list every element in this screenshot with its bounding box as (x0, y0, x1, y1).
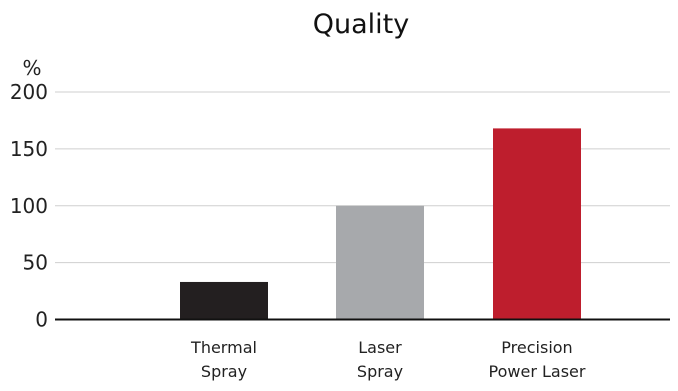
y-tick-label: 100 (10, 194, 48, 218)
bar (336, 205, 424, 320)
bar (180, 281, 268, 320)
x-category-label-line: Laser (358, 338, 402, 357)
y-tick-label: 150 (10, 137, 48, 161)
x-category-labels: Thermal Spray Laser Spray Precision Power Las… (190, 338, 586, 381)
y-tick-labels: 0 50 100 150 200 (10, 80, 48, 332)
x-category-label-line: Thermal (190, 338, 257, 357)
x-category-label-line: Spray (201, 362, 247, 381)
x-category-label-line: Spray (357, 362, 403, 381)
x-category-label: Precision Power Laser (489, 338, 586, 381)
chart-title: Quality (313, 9, 409, 40)
x-category-label-line: Precision (501, 338, 572, 357)
bar (493, 128, 581, 320)
x-category-label-line: Power Laser (489, 362, 586, 381)
y-tick-label: 50 (23, 251, 48, 275)
y-tick-label: 200 (10, 80, 48, 104)
x-category-label: Laser Spray (357, 338, 403, 381)
bars (180, 128, 581, 320)
y-tick-label: 0 (35, 308, 48, 332)
x-category-label: Thermal Spray (190, 338, 257, 381)
y-axis-unit-label: % (22, 56, 41, 80)
